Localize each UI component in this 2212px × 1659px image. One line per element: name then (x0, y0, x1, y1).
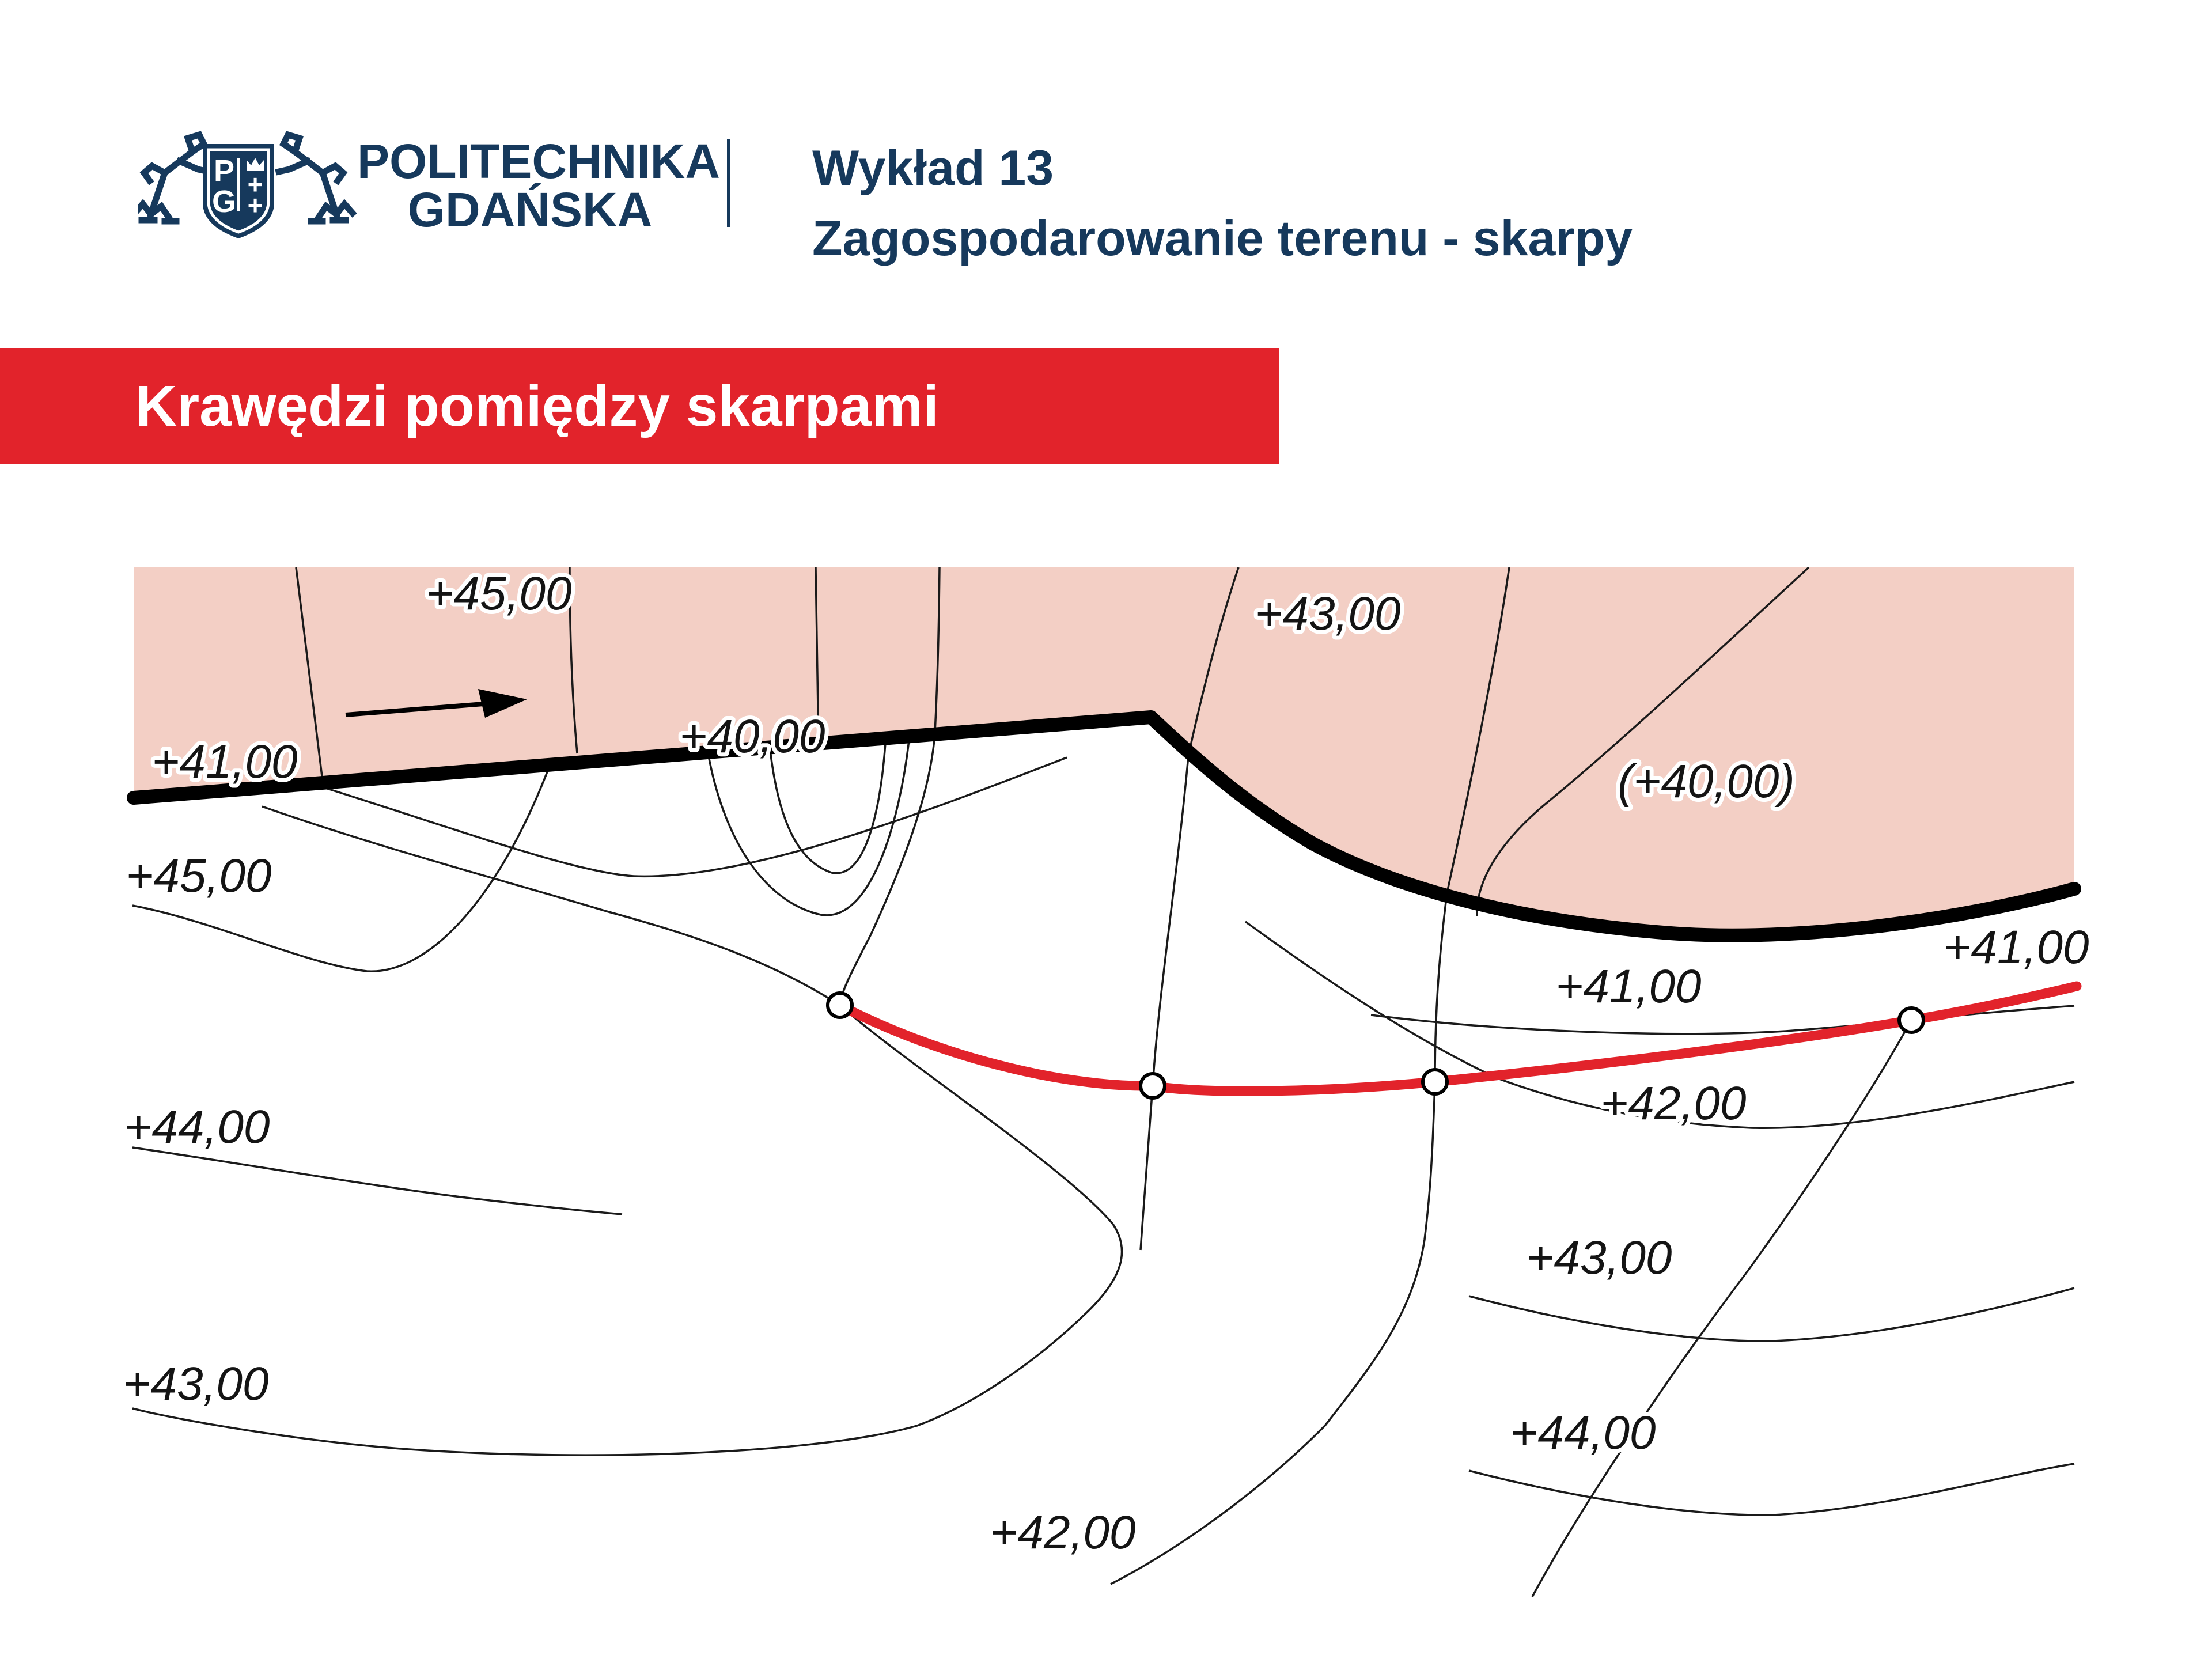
elevation-label: +41,00 (1555, 960, 1701, 1013)
university-name-line2: GDAŃSKA (407, 183, 653, 237)
elevation-label: +45,00 (426, 567, 571, 620)
edge-node (1421, 1068, 1449, 1096)
elevation-label: +43,00 (123, 1358, 268, 1410)
elevation-labels: +45,00 +43,00 +41,00 +40,00 (+40,00) +45,00 +4… (119, 563, 2093, 1563)
crest-letter-p: P (214, 154, 234, 188)
elevation-label: +42,00 (990, 1506, 1135, 1559)
edge-node (1139, 1072, 1166, 1100)
crown-icon (247, 158, 264, 171)
edge-node (1897, 1006, 1925, 1034)
cross-icon: + (248, 190, 263, 220)
elevation-label: +42,00 (1600, 1077, 1746, 1130)
crest-letter-g: G (212, 184, 236, 219)
section-banner: Krawędzi pomiędzy skarpami (0, 348, 1279, 464)
page-title: Krawędzi pomiędzy skarpami (135, 374, 939, 438)
cross-icon: + (248, 169, 263, 199)
elevation-label: +44,00 (1510, 1407, 1656, 1459)
elevation-label: +41,00 (1943, 921, 2089, 974)
elevation-label: +43,00 (1255, 588, 1400, 640)
edge-nodes (826, 991, 1925, 1100)
lion-right-icon (275, 131, 357, 225)
lion-left-icon (138, 131, 213, 225)
header-divider (727, 139, 730, 227)
lecture-subtitle: Zagospodarowanie terenu - skarpy (812, 211, 1633, 266)
elevation-label: +43,00 (1526, 1232, 1672, 1284)
lecture-block: Wykład 13 Zagospodarowanie terenu - skar… (812, 138, 1633, 268)
elevation-label: (+40,00) (1618, 755, 1795, 808)
elevation-label: +40,00 (679, 710, 825, 763)
university-wordmark: POLITECHNIKA GDAŃSKA (357, 134, 720, 237)
shield-icon: P G + + (203, 144, 274, 238)
university-name-line1: POLITECHNIKA (357, 134, 720, 188)
contour-lines (132, 566, 2075, 1597)
lecture-title: Wykład 13 (812, 141, 1054, 196)
slope-top-edge-line (127, 710, 2081, 942)
elevation-label: +41,00 (151, 736, 297, 788)
elevation-label: +44,00 (124, 1101, 270, 1153)
upper-plateau-area (134, 567, 2074, 935)
edge-node (826, 991, 854, 1019)
edge-between-slopes-line (835, 981, 2082, 1096)
pg-crest-icon: P G + + (138, 131, 357, 238)
elevation-label: +45,00 (126, 850, 271, 902)
direction-arrow-icon (345, 689, 527, 718)
